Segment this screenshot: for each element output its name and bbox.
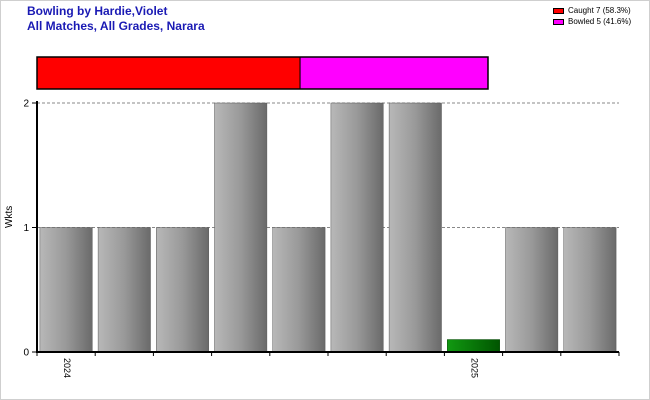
legend-label-bowled: Bowled 5 (41.6%) [568, 17, 632, 26]
legend-label-caught: Caught 7 (58.3%) [568, 6, 631, 15]
chart-subtitle: All Matches, All Grades, Narara [27, 19, 205, 33]
bar-0 [39, 227, 93, 353]
grid-lines [37, 102, 619, 228]
bar-1 [97, 227, 151, 353]
bar-6 [388, 102, 442, 353]
x-tick-label-2024: 2024 [62, 358, 72, 378]
legend: Caught 7 (58.3%) Bowled 5 (41.6%) [553, 5, 631, 27]
bars [39, 102, 617, 353]
stack-segment-bowled [299, 56, 489, 90]
stacked-summary-bar [36, 56, 489, 90]
bar-7 [447, 339, 500, 353]
legend-swatch-caught [553, 7, 564, 14]
y-tick-label-1: 1 [23, 223, 29, 234]
y-tick-label-2: 2 [23, 99, 29, 110]
legend-item-bowled: Bowled 5 (41.6%) [553, 16, 631, 27]
bar-4 [272, 227, 326, 353]
bar-8 [505, 227, 559, 353]
legend-item-caught: Caught 7 (58.3%) [553, 5, 631, 16]
bar-3 [214, 102, 268, 353]
bar-5 [330, 102, 384, 353]
stack-segment-caught [36, 56, 301, 90]
bar-9 [563, 227, 617, 353]
legend-swatch-bowled [553, 18, 564, 25]
stack-outline [36, 56, 489, 90]
y-tick-label-0: 0 [23, 348, 29, 359]
chart-title: Bowling by Hardie,Violet [27, 4, 168, 18]
axes: 0 1 2 2024 2025 [23, 99, 620, 378]
bar-2 [156, 227, 209, 353]
x-tick-label-2025: 2025 [469, 358, 479, 378]
